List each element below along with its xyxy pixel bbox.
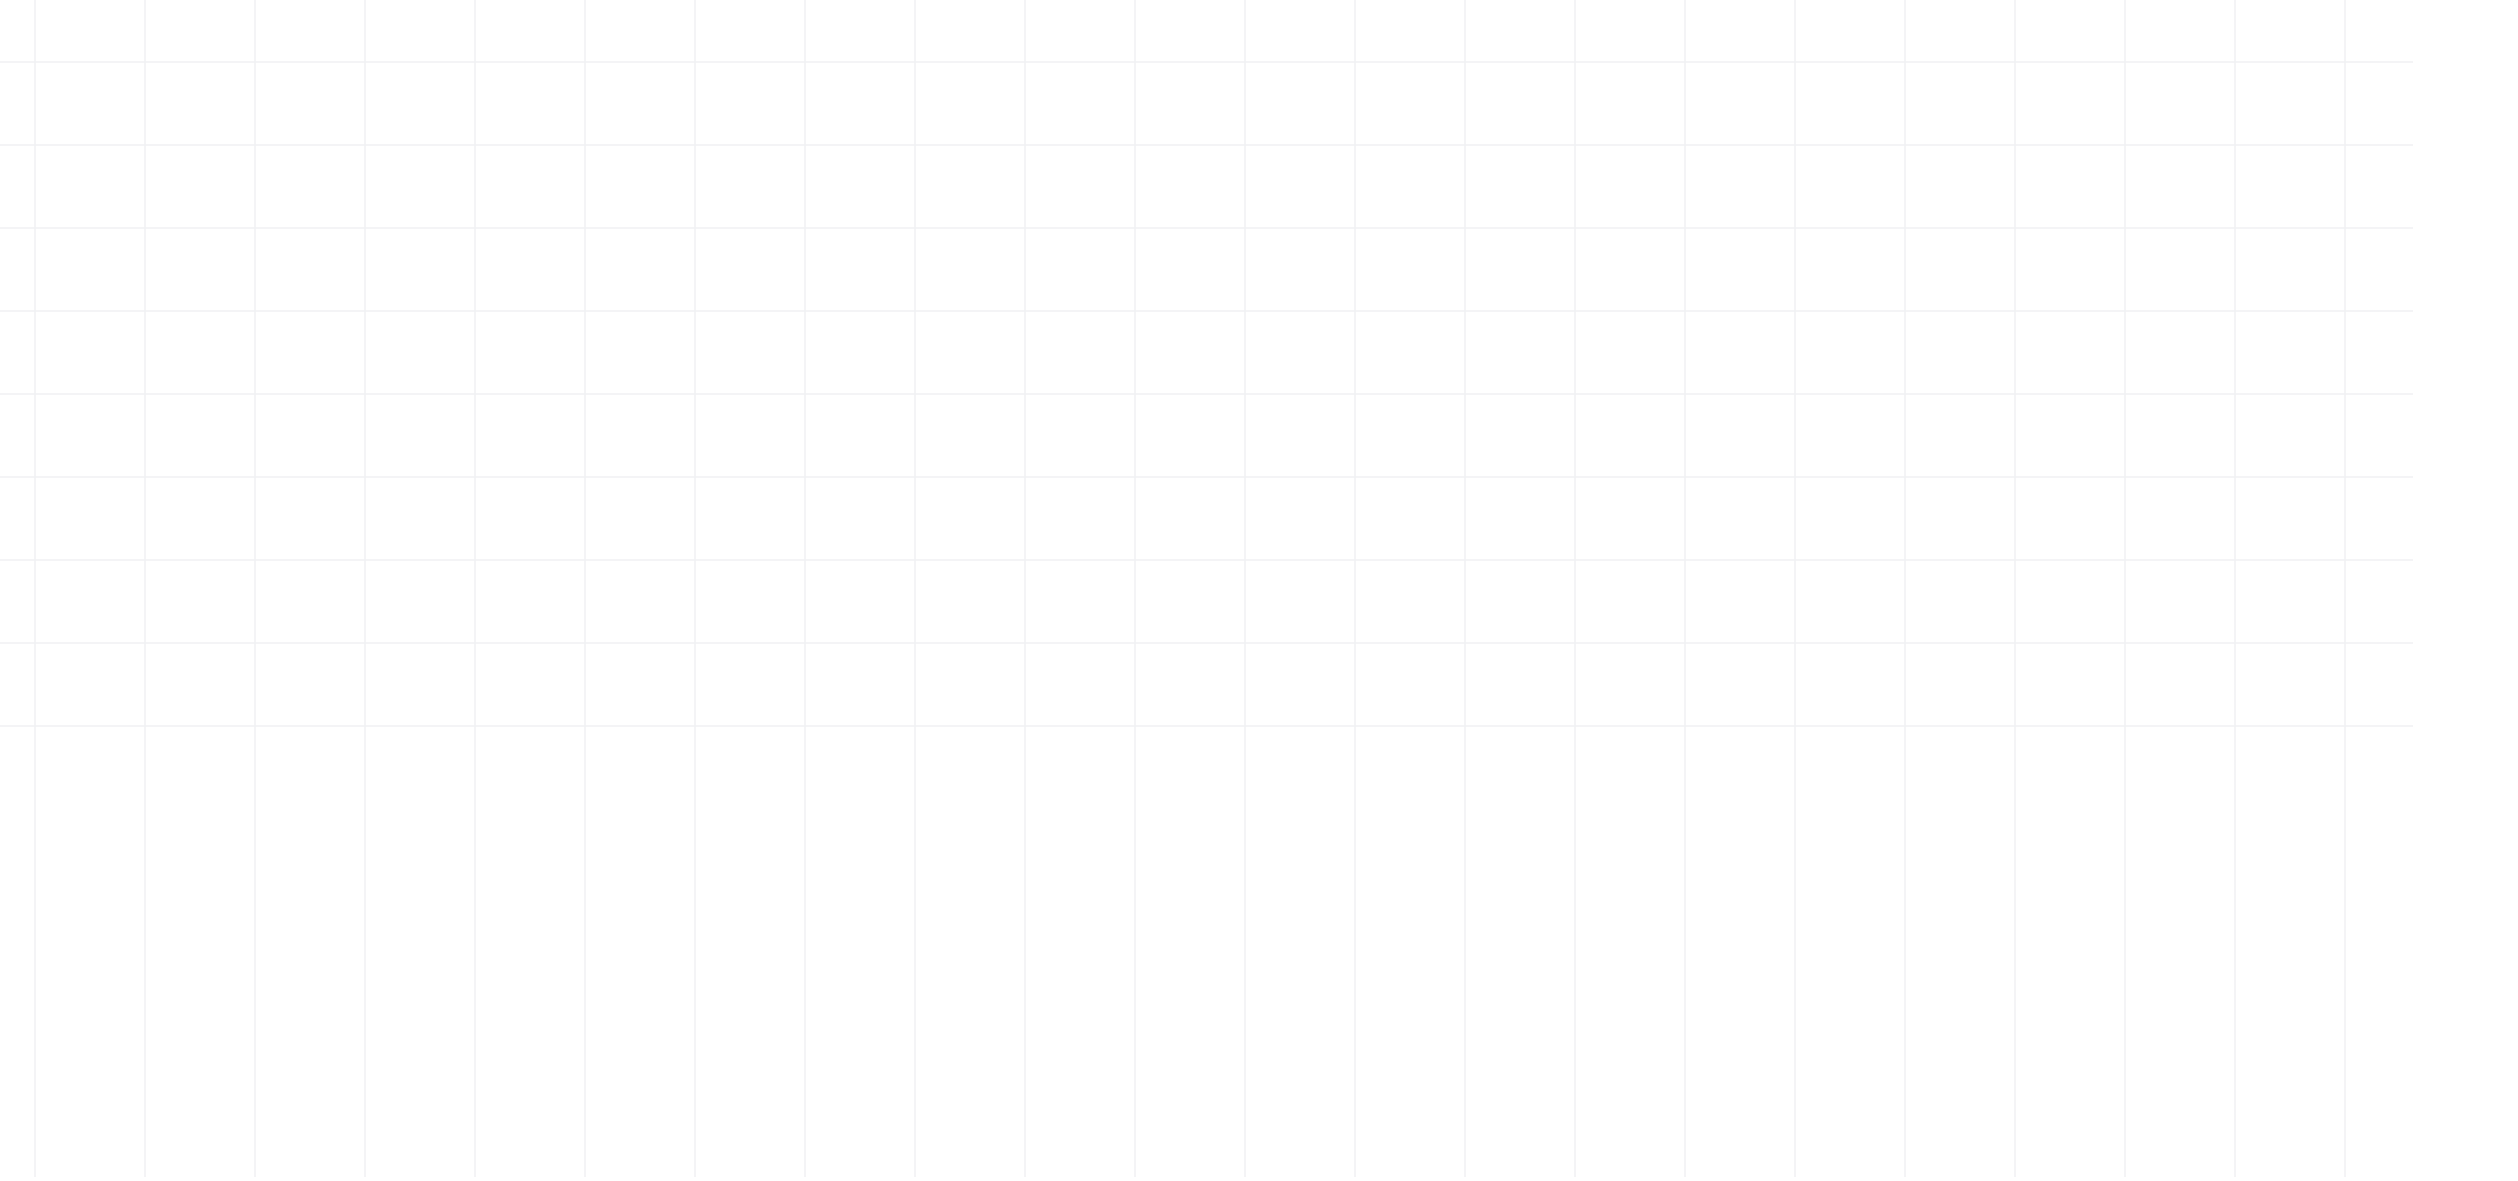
candlestick-pane[interactable] bbox=[0, 61, 2413, 727]
vertical-gridlines bbox=[34, 0, 2346, 1177]
